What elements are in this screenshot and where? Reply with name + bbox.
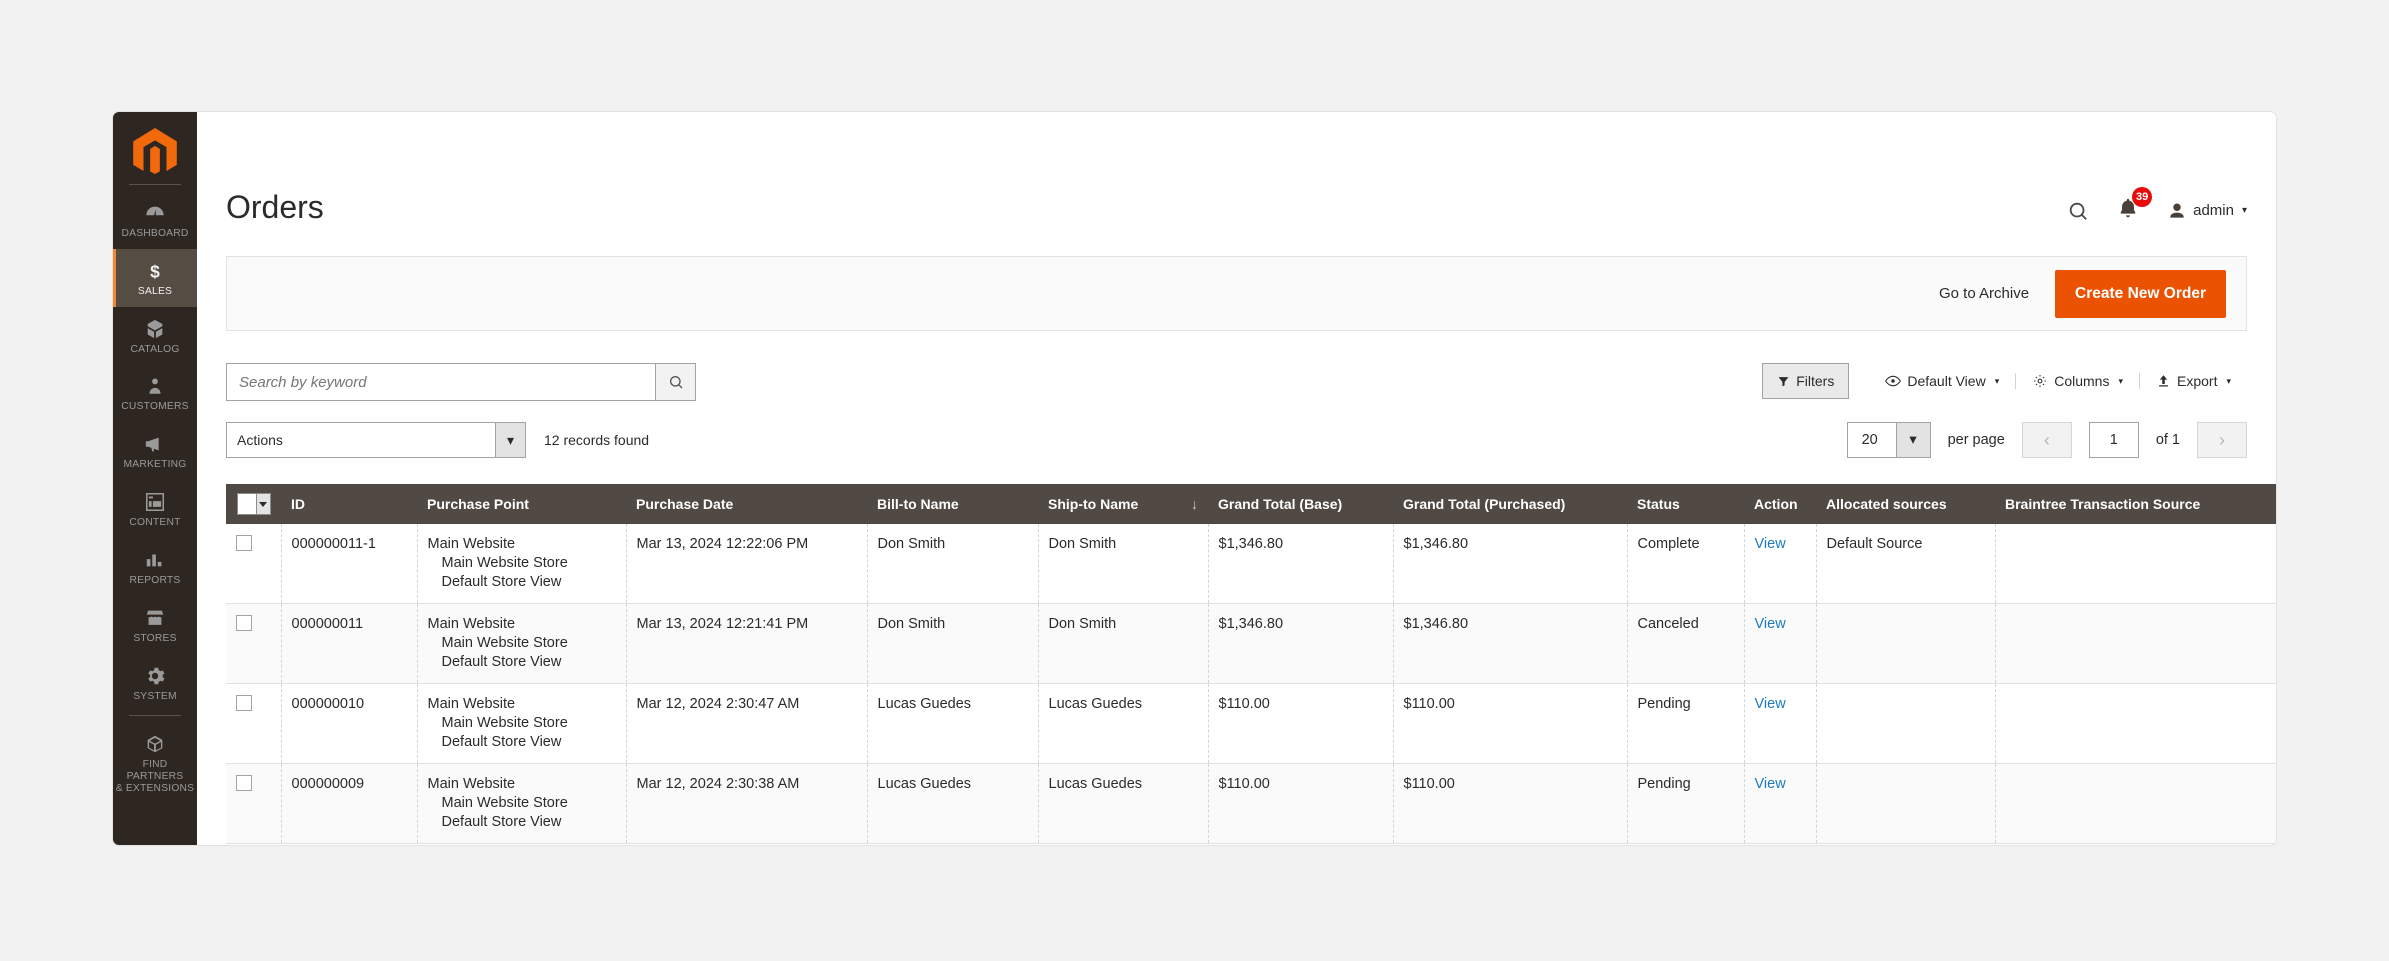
svg-text:$: $ — [150, 261, 160, 281]
